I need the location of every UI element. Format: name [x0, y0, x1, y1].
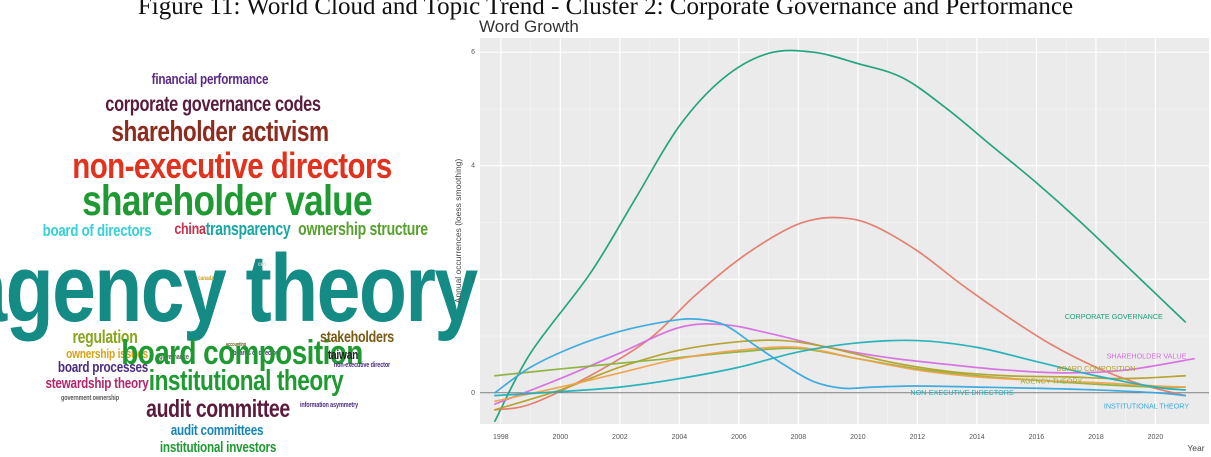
series-label: NON-EXECUTIVE DIRECTORS [910, 388, 1014, 397]
series-line-8 [494, 318, 1187, 397]
x-tick-label: 2008 [791, 434, 807, 441]
x-tick-label: 2002 [612, 434, 628, 441]
cloud-word-stakeholders: stakeholders [319, 329, 395, 346]
cloud-word-information-asymmetry: information asymmetry [299, 402, 359, 409]
series-line-1 [494, 49, 1187, 423]
x-tick-label: 2020 [1148, 434, 1164, 441]
cloud-word-board-of-directors: board of directors [42, 221, 152, 240]
cloud-word-regulation: regulation [72, 327, 138, 347]
cloud-word-governance: governance [159, 354, 189, 361]
cloud-word-institutional-theory: institutional theory [148, 365, 344, 397]
x-tick-label: 2006 [731, 434, 747, 441]
series-line-6 [494, 346, 1187, 403]
chart-title: Word Growth [479, 17, 579, 36]
cloud-word-accounting: accounting [225, 342, 247, 348]
x-tick-label: 1998 [493, 434, 509, 441]
series-label: AGENCY THEORY [1020, 377, 1082, 386]
y-axis-label: Annual occurrences (loess smoothing) [453, 159, 463, 304]
cloud-word-audit-committees: audit committees [170, 422, 264, 439]
x-tick-label: 2012 [910, 434, 926, 441]
series-label: CORPORATE GOVERNANCE [1065, 312, 1163, 321]
cloud-word-financial-performance: financial performance [151, 71, 269, 88]
cloud-word-cg-codes: corporate governance codes [105, 93, 321, 116]
cloud-word-agency-theory: agency theory [0, 235, 478, 342]
cloud-word-taiwan: taiwan [327, 347, 359, 362]
cloud-word-shareholder-activism: shareholder activism [111, 116, 329, 148]
cloud-word-shareholder-value: shareholder value [82, 177, 373, 225]
series-line-7 [494, 339, 1187, 397]
cloud-word-canada: canada [198, 276, 214, 282]
series-label: SHAREHOLDER VALUE [1107, 352, 1187, 361]
cloud-word-transparency: transparency [205, 219, 291, 239]
plot-panel [480, 38, 1209, 424]
y-tick-label: 0 [471, 390, 475, 397]
series-label: BOARD COMPOSITION [1057, 364, 1136, 373]
cloud-word-non-exec: non-executive directors [72, 145, 392, 186]
x-tick-label: 2016 [1029, 434, 1045, 441]
cloud-word-stewardship-theory: stewardship theory [45, 375, 149, 392]
word-growth-chart: 0 2 4 6 1998 2000 2002 2004 2006 2008 2010 2012 2014… [453, 38, 1209, 453]
series-line-2 [494, 216, 1187, 411]
y-tick-label: 2 [471, 276, 475, 283]
y-tick-label: 4 [471, 163, 475, 170]
y-tick-label: 6 [471, 49, 475, 56]
cloud-word-board-processes: board processes [57, 359, 149, 376]
figure-caption: Figure 11: World Cloud and Topic Trend -… [137, 0, 1074, 20]
cloud-word-non-exec-director: non-executive director [333, 362, 391, 369]
cloud-word-china: china [174, 221, 206, 238]
cloud-word-ownership-structure: ownership structure [298, 219, 428, 239]
cloud-word-institutional-investors: institutional investors [159, 439, 277, 456]
cloud-word-ceo: ceo [258, 262, 266, 268]
series-label: INSTITUTIONAL THEORY [1104, 402, 1190, 411]
x-tick-label: 2004 [672, 434, 688, 441]
cloud-word-audit-committee: audit committee [146, 395, 290, 423]
x-tick-label: 2018 [1088, 434, 1104, 441]
x-tick-label: 2010 [850, 434, 866, 441]
cloud-word-board-composition: board composition [121, 334, 363, 372]
x-tick-label: 2014 [969, 434, 985, 441]
cloud-word-boards-of-directors: boards of directors [233, 350, 281, 357]
cloud-word-ownership-issues: ownership issues [66, 346, 148, 361]
word-cloud: financial performance corporate governanc… [0, 60, 478, 457]
x-tick-label: 2000 [553, 434, 569, 441]
x-axis-label: Year [1187, 443, 1204, 453]
cloud-word-government-ownership: government ownership [61, 395, 119, 402]
